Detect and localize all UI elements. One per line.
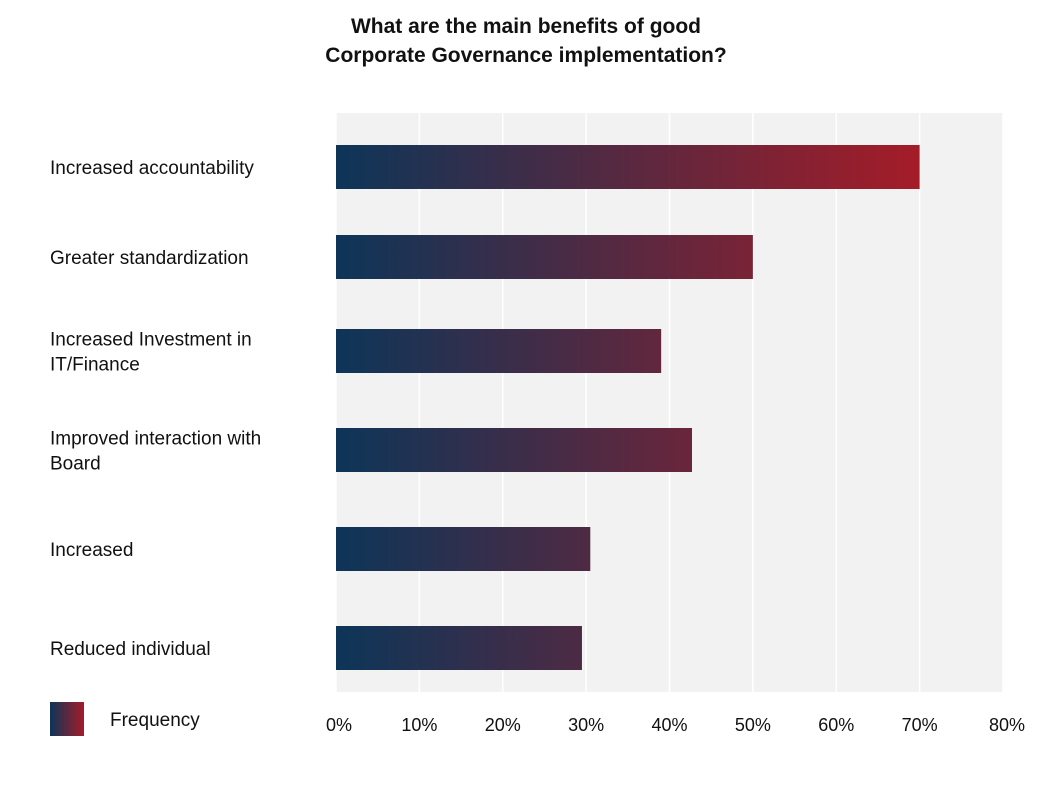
category-label: Greater standardization <box>50 248 249 269</box>
category-label: Increased Investment in <box>50 330 252 351</box>
x-tick-label: 20% <box>485 715 521 735</box>
category-label: Reduced individual <box>50 639 211 660</box>
x-tick-label: 80% <box>989 715 1025 735</box>
category-label: Board <box>50 454 101 475</box>
x-tick-label: 40% <box>651 715 687 735</box>
category-label: IT/Finance <box>50 355 140 376</box>
x-tick-label: 70% <box>902 715 938 735</box>
chart-title: What are the main benefits of good Corpo… <box>0 12 1052 70</box>
x-tick-label: 30% <box>568 715 604 735</box>
chart-title-line-2: Corporate Governance implementation? <box>325 44 727 67</box>
bar <box>336 626 582 670</box>
bar <box>336 235 753 279</box>
category-label: Improved interaction with <box>50 429 261 450</box>
category-label: Increased <box>50 540 133 561</box>
x-tick-label: 60% <box>818 715 854 735</box>
x-tick-label: 0% <box>326 715 352 735</box>
bar <box>336 527 591 571</box>
chart-title-line-1: What are the main benefits of good <box>350 15 702 38</box>
category-label: Increased accountability <box>50 158 254 179</box>
legend-swatch <box>50 702 84 736</box>
legend-label: Frequency <box>110 710 200 731</box>
x-tick-label: 50% <box>735 715 771 735</box>
bar <box>336 329 662 373</box>
bar <box>336 428 693 472</box>
x-tick-label: 10% <box>401 715 437 735</box>
bar <box>336 145 920 189</box>
